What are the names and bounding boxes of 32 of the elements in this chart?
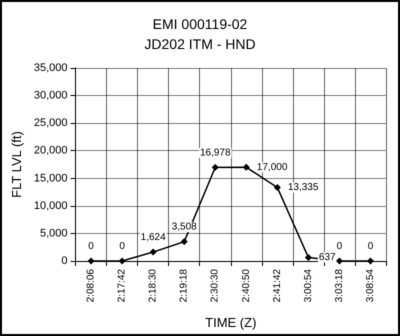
data-label: 3,508 <box>172 222 198 233</box>
chart-title: EMI 000119-02 <box>152 16 248 32</box>
y-tick-label: 10,000 <box>34 200 68 212</box>
x-tick-label: 2:08:06 <box>86 268 97 302</box>
data-label: 0 <box>119 241 126 252</box>
y-tick-label: 5,000 <box>40 227 68 240</box>
chart-subtitle: JD202 ITM - HND <box>144 36 256 52</box>
y-tick-label: 25,000 <box>34 117 68 130</box>
y-tick-label: 35,000 <box>34 62 68 74</box>
data-label: 17,000 <box>256 162 288 173</box>
x-tick-label: 3:00:54 <box>302 268 314 302</box>
data-label: 1,624 <box>140 232 166 244</box>
data-label: 637 <box>318 252 336 263</box>
data-label: 0 <box>88 241 94 252</box>
data-label: 0 <box>368 241 374 252</box>
x-tick-label: 2:17:42 <box>116 268 128 302</box>
y-tick-label: 20,000 <box>34 144 68 157</box>
y-axis-title: FLT LVL (ft) <box>9 131 24 198</box>
y-tick-label: 0 <box>61 255 68 267</box>
x-axis-title: TIME (Z) <box>205 315 256 330</box>
x-tick-label: 2:30:30 <box>210 268 221 302</box>
data-label: 16,978 <box>200 147 231 158</box>
data-label: 0 <box>336 241 343 252</box>
x-tick-label: 2:18:30 <box>148 268 159 302</box>
x-tick-label: 3:03:18 <box>334 268 345 302</box>
x-tick-label: 2:41:42 <box>272 268 283 302</box>
y-tick-label: 30,000 <box>34 90 68 102</box>
x-tick-label: 3:08:54 <box>364 268 376 302</box>
x-tick-label: 2:40:50 <box>240 268 252 302</box>
data-label: 13,335 <box>288 182 319 193</box>
y-tick-label: 15,000 <box>34 172 68 184</box>
x-tick-label: 2:19:18 <box>178 268 190 302</box>
